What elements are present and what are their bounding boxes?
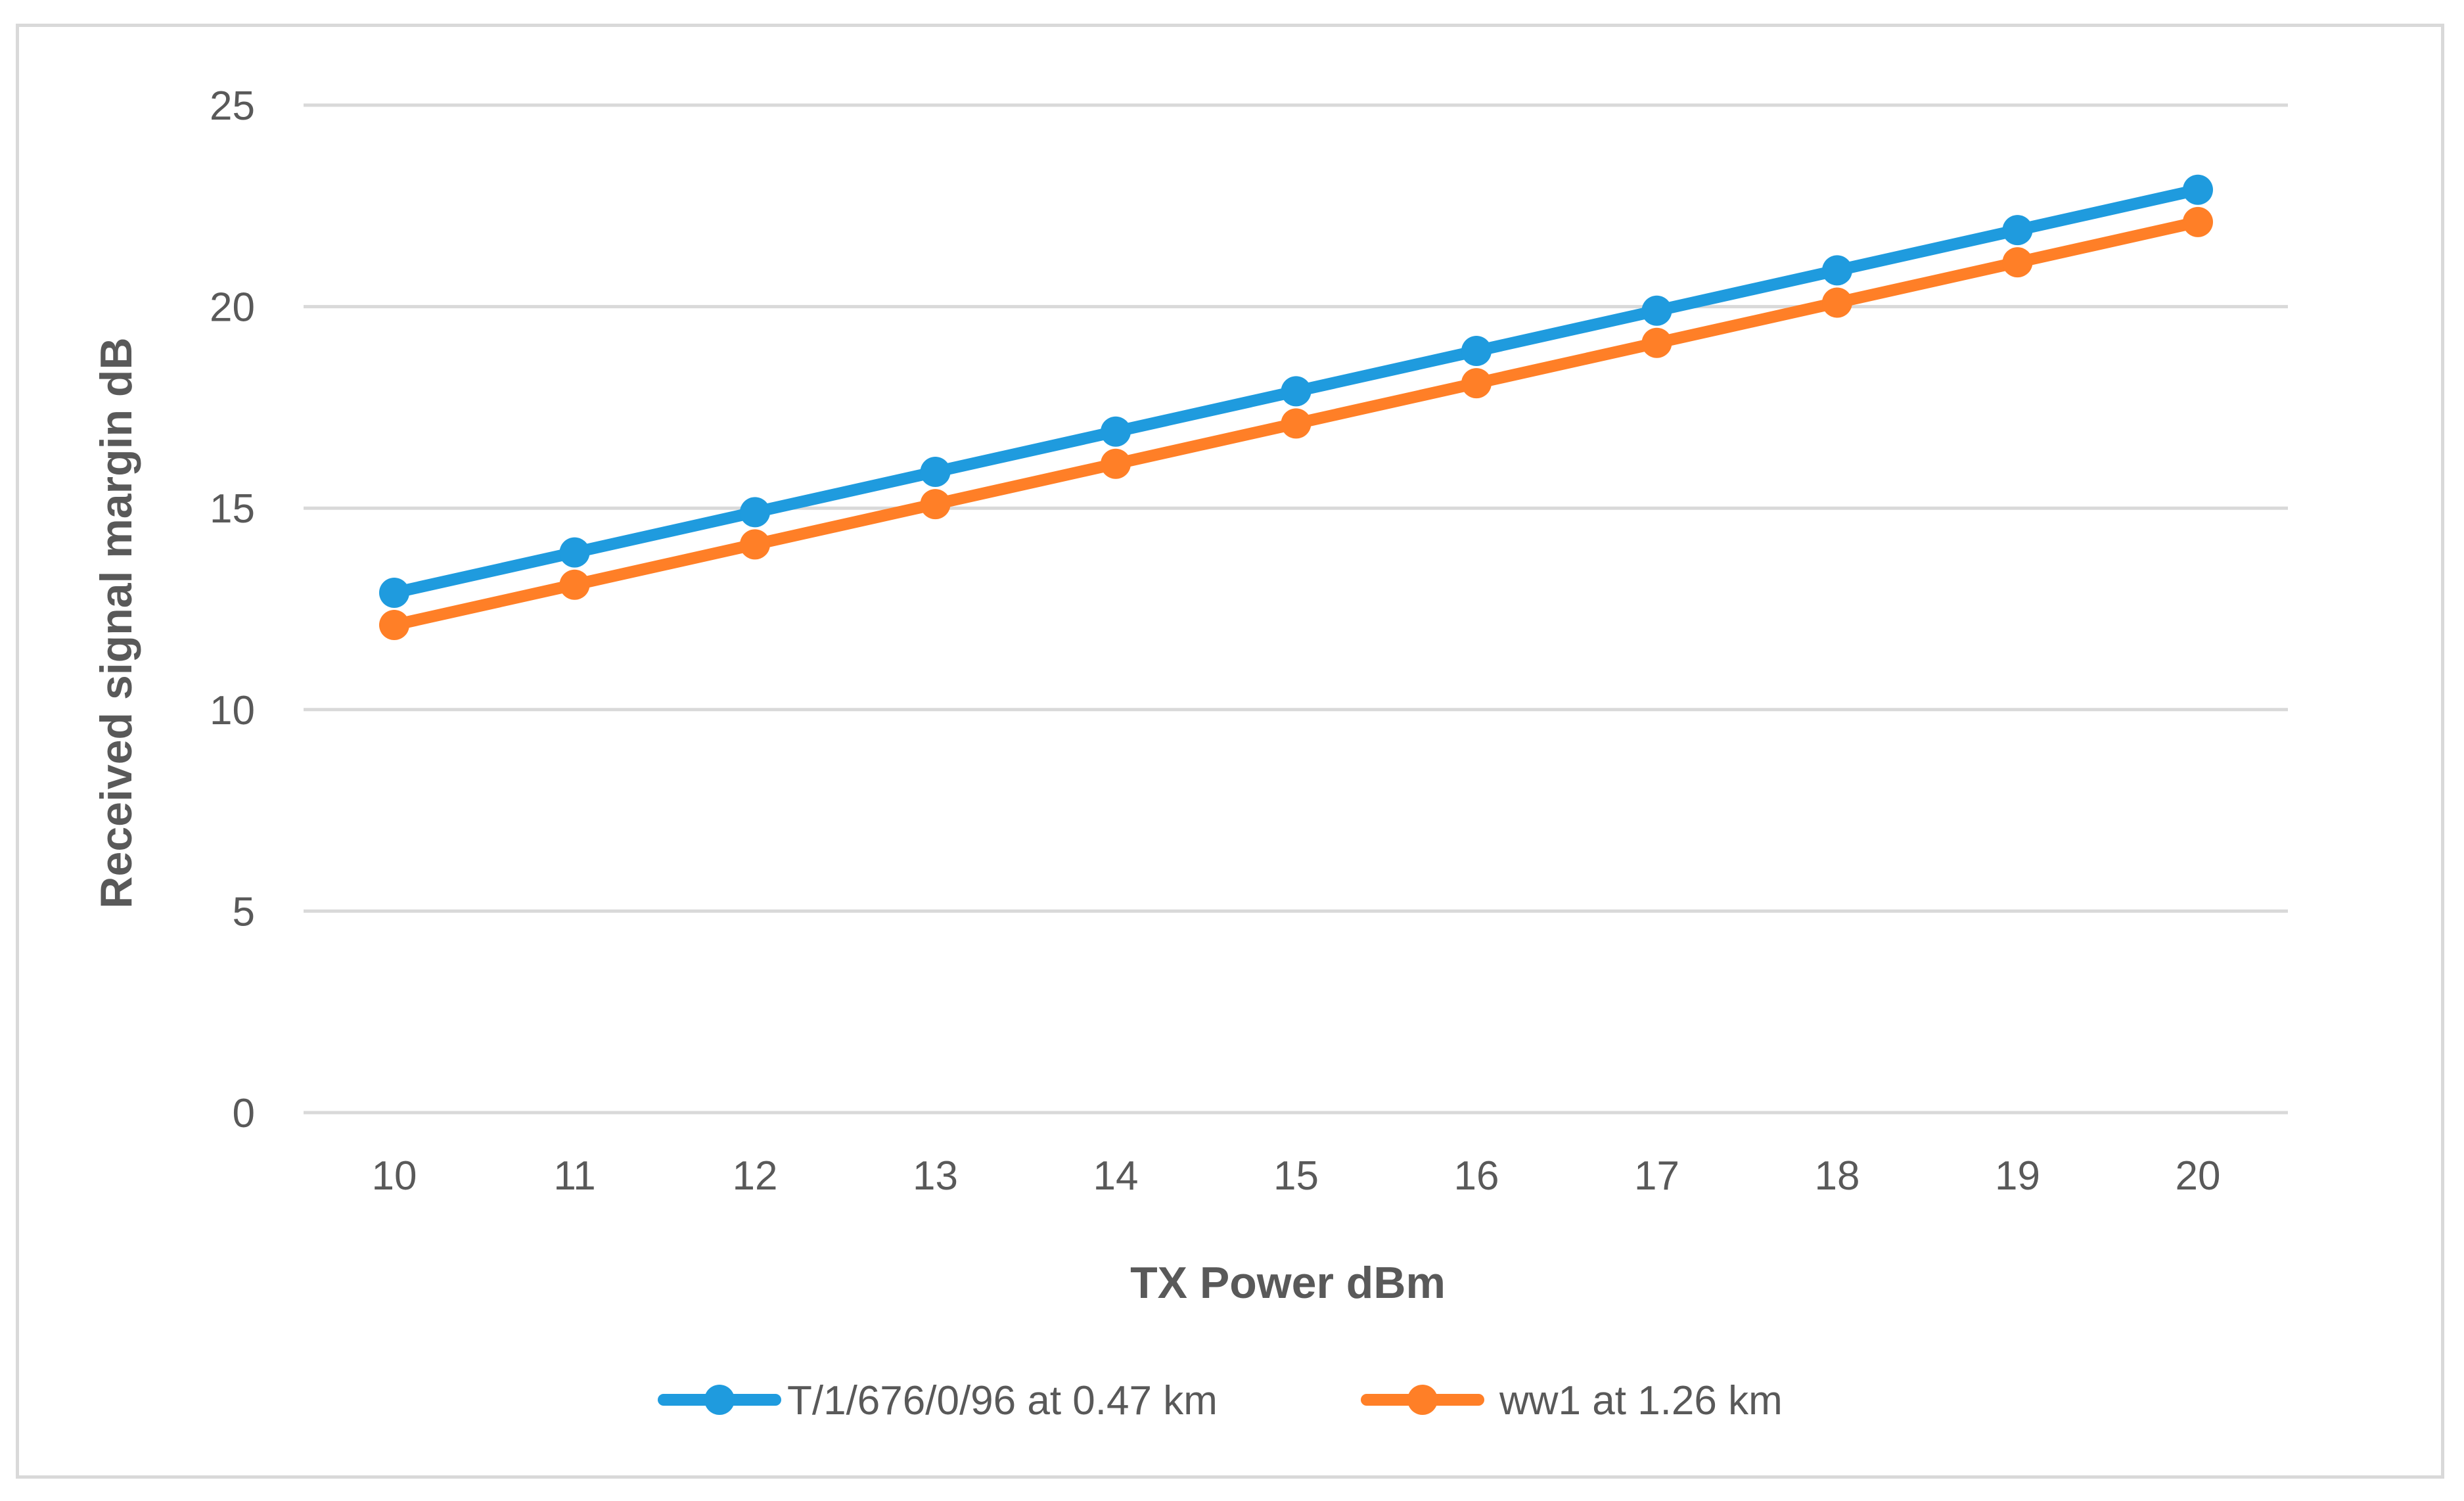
data-point (1461, 368, 1492, 399)
x-tick-label: 20 (2176, 1153, 2221, 1199)
x-tick-label: 10 (372, 1153, 417, 1199)
y-tick-label: 10 (210, 688, 255, 733)
x-tick-label: 19 (1995, 1153, 2040, 1199)
data-point (559, 569, 590, 600)
x-axis-ticks: 10 11 12 13 14 15 16 17 18 19 20 (372, 1153, 2221, 1199)
legend-item: ww1 at 1.26 km (1361, 1378, 1783, 1423)
x-tick-label: 12 (733, 1153, 778, 1199)
data-point (1641, 295, 1672, 326)
legend-swatch-marker (704, 1385, 735, 1415)
x-tick-label: 14 (1093, 1153, 1139, 1199)
y-tick-label: 5 (233, 889, 255, 935)
y-tick-label: 0 (233, 1091, 255, 1136)
data-point (379, 577, 409, 608)
x-tick-label: 17 (1634, 1153, 1679, 1199)
x-tick-label: 11 (553, 1153, 595, 1199)
x-tick-label: 13 (913, 1153, 958, 1199)
series-layer (379, 174, 2213, 641)
data-point (1822, 287, 1852, 318)
data-point (2002, 247, 2033, 278)
series-2 (379, 206, 2213, 641)
data-point (1101, 448, 1131, 479)
data-point (1822, 255, 1852, 286)
legend: T/1/676/0/96 at 0.47 km ww1 at 1.26 km (658, 1378, 1783, 1423)
data-point (559, 537, 590, 568)
data-point (740, 529, 770, 560)
data-point (1281, 376, 1312, 407)
y-axis-title: Received signal margin dB (91, 337, 141, 908)
data-point (379, 610, 409, 641)
data-point (2183, 174, 2213, 205)
data-point (1281, 408, 1312, 439)
series-1 (379, 174, 2213, 608)
legend-label: ww1 at 1.26 km (1499, 1378, 1783, 1423)
x-tick-label: 16 (1454, 1153, 1499, 1199)
gridlines (304, 103, 2288, 1115)
data-point (920, 489, 951, 520)
y-tick-label: 25 (210, 83, 255, 129)
x-tick-label: 15 (1273, 1153, 1319, 1199)
data-point (1461, 336, 1492, 367)
legend-swatch-marker (1407, 1385, 1438, 1415)
chart-frame (16, 24, 2444, 1479)
data-point (2183, 206, 2213, 237)
data-point (740, 497, 770, 528)
data-point (2002, 215, 2033, 246)
data-point (1101, 416, 1131, 447)
x-axis-title: TX Power dBm (1130, 1258, 1446, 1308)
legend-label: T/1/676/0/96 at 0.47 km (787, 1378, 1218, 1423)
legend-item: T/1/676/0/96 at 0.47 km (658, 1378, 1218, 1423)
x-tick-label: 18 (1815, 1153, 1860, 1199)
data-point (920, 457, 951, 488)
y-tick-label: 15 (210, 486, 255, 532)
y-axis-ticks: 0 5 10 15 20 25 (210, 83, 255, 1136)
y-tick-label: 20 (210, 285, 255, 331)
data-point (1641, 327, 1672, 358)
